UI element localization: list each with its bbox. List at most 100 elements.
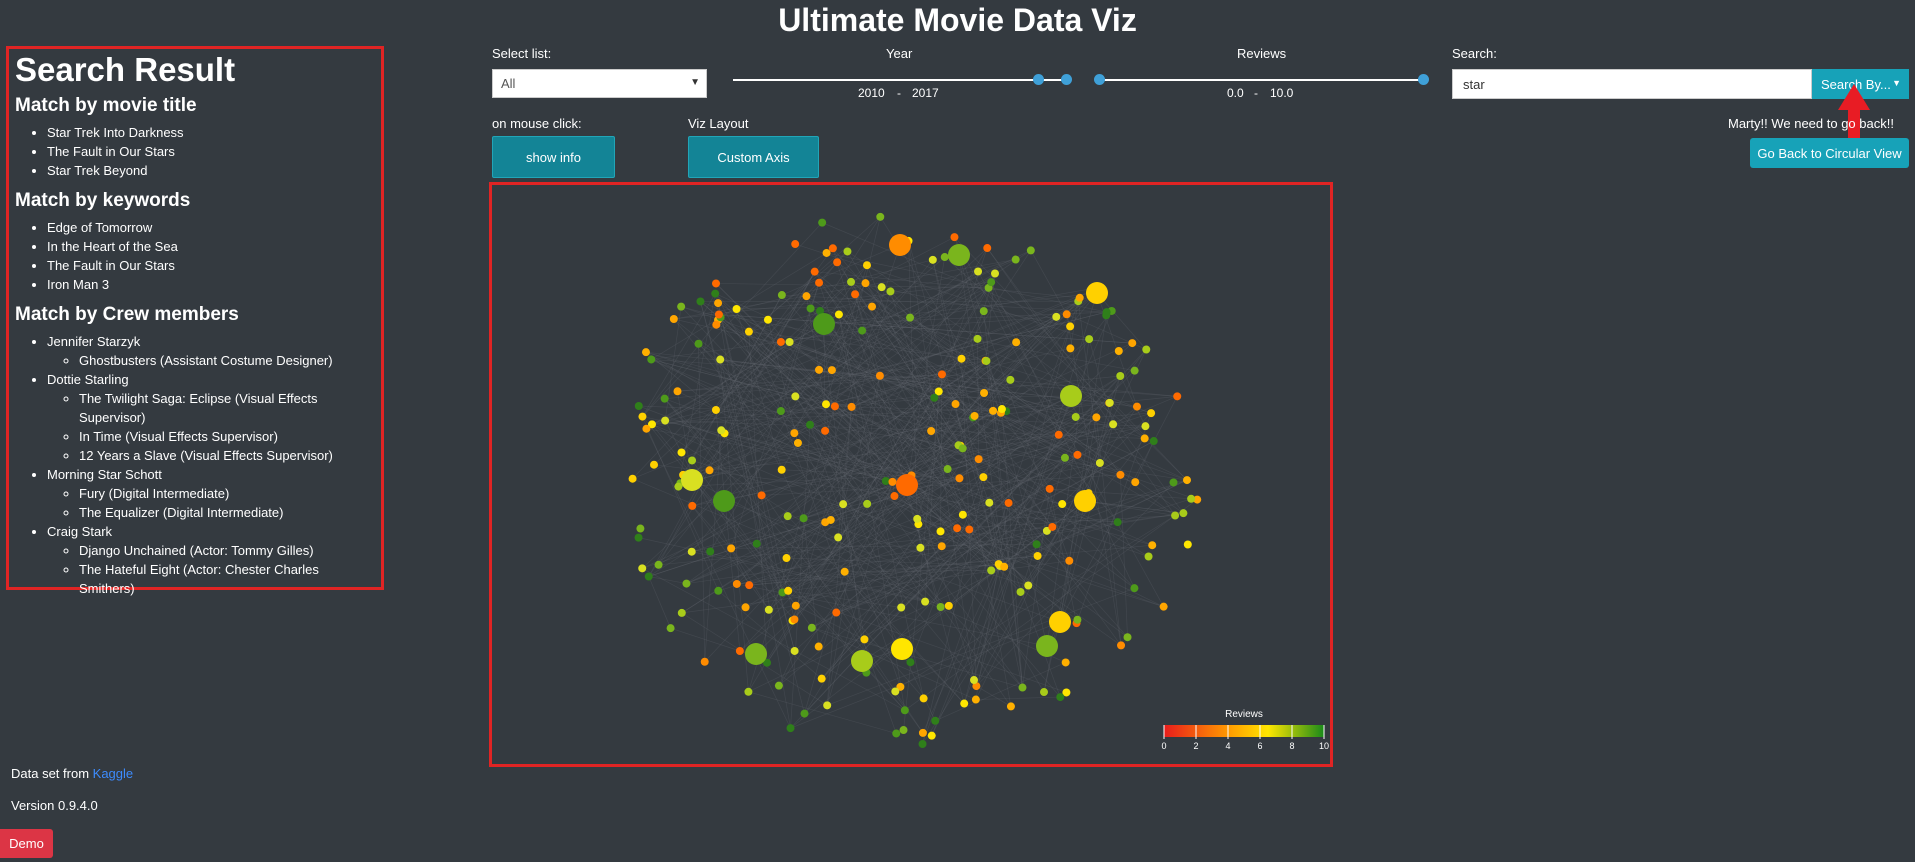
movie-node[interactable]	[958, 510, 967, 519]
movie-node[interactable]	[1173, 392, 1182, 401]
movie-node[interactable]	[997, 405, 1006, 414]
movie-node[interactable]	[937, 370, 946, 379]
movie-node[interactable]	[1142, 345, 1151, 354]
movie-node[interactable]	[641, 348, 650, 357]
movie-node[interactable]	[714, 299, 723, 308]
movie-node[interactable]	[681, 469, 703, 491]
movie-node[interactable]	[776, 407, 785, 416]
movie-node[interactable]	[1187, 494, 1196, 503]
list-item[interactable]: Edge of Tomorrow	[47, 218, 375, 237]
movie-node[interactable]	[953, 524, 962, 533]
movie-node[interactable]	[1024, 581, 1033, 590]
movie-node[interactable]	[973, 334, 982, 343]
movie-node[interactable]	[666, 624, 675, 633]
movie-node[interactable]	[745, 643, 767, 665]
movie-node[interactable]	[1065, 556, 1074, 565]
movie-node[interactable]	[1000, 562, 1009, 571]
movie-node[interactable]	[970, 411, 979, 420]
movie-node[interactable]	[817, 674, 826, 683]
list-item[interactable]: Star Trek Beyond	[47, 161, 375, 180]
movie-node[interactable]	[711, 289, 720, 298]
movie-node[interactable]	[1026, 246, 1035, 255]
movie-node[interactable]	[806, 304, 815, 313]
movie-node[interactable]	[785, 337, 794, 346]
movie-node[interactable]	[1073, 615, 1082, 624]
movie-node[interactable]	[1060, 453, 1069, 462]
search-by-button[interactable]: Search By... ▼	[1812, 69, 1909, 99]
movie-node[interactable]	[1132, 402, 1141, 411]
movie-node[interactable]	[913, 514, 922, 523]
list-item[interactable]: Iron Man 3	[47, 275, 375, 294]
list-select[interactable]: All ▼	[492, 69, 707, 98]
movie-node[interactable]	[636, 524, 645, 533]
movie-node[interactable]	[1033, 551, 1042, 560]
movie-node[interactable]	[1032, 540, 1041, 549]
movie-node[interactable]	[834, 310, 843, 319]
movie-node[interactable]	[823, 701, 832, 710]
movie-node[interactable]	[876, 212, 885, 221]
movie-node[interactable]	[1075, 293, 1084, 302]
movie-node[interactable]	[1123, 633, 1132, 642]
movie-node[interactable]	[790, 615, 799, 624]
movie-node[interactable]	[1054, 430, 1063, 439]
movie-node[interactable]	[757, 491, 766, 500]
movie-node[interactable]	[862, 261, 871, 270]
movie-node[interactable]	[727, 544, 736, 553]
movie-node[interactable]	[1052, 312, 1061, 321]
movie-node[interactable]	[875, 371, 884, 380]
movie-node[interactable]	[1141, 422, 1150, 431]
movie-node[interactable]	[890, 492, 899, 501]
movie-node[interactable]	[628, 474, 637, 483]
movie-node[interactable]	[782, 554, 791, 563]
movie-node[interactable]	[717, 426, 726, 435]
movie-node[interactable]	[822, 400, 831, 409]
movie-node[interactable]	[972, 682, 981, 691]
movie-node[interactable]	[921, 597, 930, 606]
movie-node[interactable]	[1130, 584, 1139, 593]
movie-node[interactable]	[786, 724, 795, 733]
movie-node[interactable]	[799, 514, 808, 523]
movie-node[interactable]	[1045, 484, 1054, 493]
go-back-circular-button[interactable]: Go Back to Circular View	[1750, 138, 1909, 168]
movie-node[interactable]	[1085, 335, 1094, 344]
movie-node[interactable]	[985, 498, 994, 507]
movie-node[interactable]	[763, 658, 772, 667]
movie-node[interactable]	[1131, 478, 1140, 487]
movie-node[interactable]	[834, 533, 843, 542]
movie-node[interactable]	[944, 601, 953, 610]
movie-node[interactable]	[644, 572, 653, 581]
movie-node[interactable]	[1062, 310, 1071, 319]
movie-node[interactable]	[694, 339, 703, 348]
movie-node[interactable]	[974, 455, 983, 464]
year-max-handle[interactable]	[1061, 74, 1072, 85]
movie-node[interactable]	[974, 267, 983, 276]
movie-node[interactable]	[951, 400, 960, 409]
movie-node[interactable]	[955, 474, 964, 483]
movie-node[interactable]	[1149, 437, 1158, 446]
movie-node[interactable]	[1159, 602, 1168, 611]
movie-node[interactable]	[1171, 511, 1180, 520]
movie-node[interactable]	[877, 283, 886, 292]
movie-node[interactable]	[713, 490, 735, 512]
movie-node[interactable]	[906, 313, 915, 322]
show-info-button[interactable]: show info	[492, 136, 615, 178]
movie-node[interactable]	[1182, 476, 1191, 485]
movie-node[interactable]	[716, 355, 725, 364]
movie-node[interactable]	[1147, 409, 1156, 418]
year-min-handle[interactable]	[1033, 74, 1044, 85]
movie-node[interactable]	[896, 682, 905, 691]
movie-node[interactable]	[957, 354, 966, 363]
reviews-slider[interactable]	[1094, 74, 1429, 85]
movie-node[interactable]	[682, 579, 691, 588]
movie-node[interactable]	[1102, 311, 1111, 320]
movie-node[interactable]	[705, 466, 714, 475]
movie-node[interactable]	[791, 601, 800, 610]
movie-node[interactable]	[732, 579, 741, 588]
movie-node[interactable]	[687, 547, 696, 556]
movie-node[interactable]	[979, 307, 988, 316]
movie-node[interactable]	[936, 527, 945, 536]
movie-node[interactable]	[965, 525, 974, 534]
movie-node[interactable]	[1048, 522, 1057, 531]
movie-node[interactable]	[1179, 509, 1188, 518]
movie-node[interactable]	[1193, 495, 1202, 504]
